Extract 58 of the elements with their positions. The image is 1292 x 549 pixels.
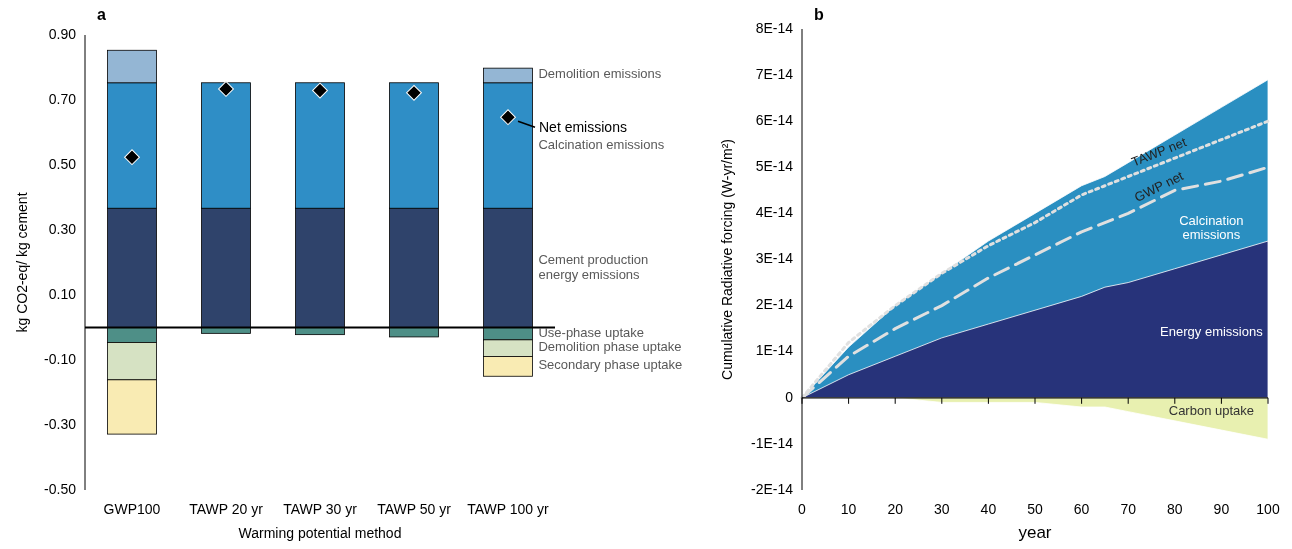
y-tick-label: 2E-14 (755, 296, 794, 313)
y-tick-label: -2E-14 (750, 480, 794, 497)
y-tick-label: 3E-14 (755, 250, 794, 267)
chart-title: a (97, 6, 106, 23)
x-tick-label: 20 (887, 501, 904, 517)
text: TAWP net (1129, 134, 1189, 170)
series-label: Demolition emissions (538, 66, 662, 82)
x-tick-label: 80 (1167, 501, 1183, 517)
y-axis-title: kg CO2-eq/ kg cement (13, 192, 30, 333)
x-axis-title: year (1018, 523, 1052, 542)
y-tick-label: 4E-14 (755, 204, 794, 221)
x-tick-label: 30 (934, 501, 950, 517)
series-label: Carbon uptake (1168, 403, 1255, 419)
y-axis-title: Cumulative Radiative forcing (W-yr/m²) (718, 139, 735, 380)
y-tick-label: 0 (785, 388, 794, 405)
y-tick-label: -1E-14 (750, 434, 794, 451)
y-tick-label: 0.90 (48, 25, 77, 42)
x-tick-label: 40 (980, 501, 997, 517)
x-tick-label: TAWP 20 yr (189, 501, 264, 517)
point (500, 109, 516, 126)
y-tick-label: 0.10 (48, 285, 77, 302)
chart-title: b (814, 6, 824, 23)
series-label: Energy emissions (1160, 324, 1264, 340)
x-tick-label: TAWP 50 yr (377, 501, 452, 517)
y-tick-label: -0.50 (44, 480, 77, 497)
series-label: Demolition phase uptake (538, 339, 682, 355)
x-tick-label: 70 (1120, 501, 1137, 517)
y-tick-label: -0.30 (44, 415, 77, 432)
legend-label: Net emissions (539, 118, 627, 135)
x-tick-label: 60 (1073, 501, 1090, 517)
x-tick-label: GWP100 (103, 501, 161, 517)
point (312, 82, 328, 99)
y-tick-label: 0.30 (48, 220, 77, 237)
series-label: Cement production energy emissions (538, 252, 649, 283)
series-label: Calcination emissions (538, 136, 665, 152)
y-tick-label: 0.70 (48, 90, 77, 107)
y-tick-label: -0.10 (44, 350, 77, 367)
text: GWP net (1132, 168, 1187, 206)
series-label: Secondary phase uptake (538, 357, 683, 373)
x-tick-label: 50 (1027, 501, 1043, 517)
point (406, 84, 422, 101)
y-tick-label: 7E-14 (755, 65, 794, 82)
x-tick-label: TAWP 100 yr (467, 501, 550, 517)
x-tick-label: 100 (1256, 501, 1280, 517)
series-label: Calcination emissions (1179, 213, 1244, 243)
y-tick-label: 8E-14 (755, 19, 794, 36)
x-tick-label: 90 (1213, 501, 1230, 517)
y-tick-label: 0.50 (48, 155, 77, 172)
y-tick-label: 6E-14 (755, 111, 794, 128)
y-tick-label: 5E-14 (755, 158, 794, 174)
x-tick-label: TAWP 30 yr (283, 501, 358, 517)
x-axis-title: Warming potential method (238, 525, 402, 541)
y-tick-label: 1E-14 (755, 342, 794, 359)
x-tick-label: 0 (798, 501, 807, 517)
point (218, 81, 234, 97)
x-tick-label: 10 (840, 501, 857, 517)
series-label: Use-phase uptake (538, 325, 644, 341)
point (124, 149, 140, 166)
